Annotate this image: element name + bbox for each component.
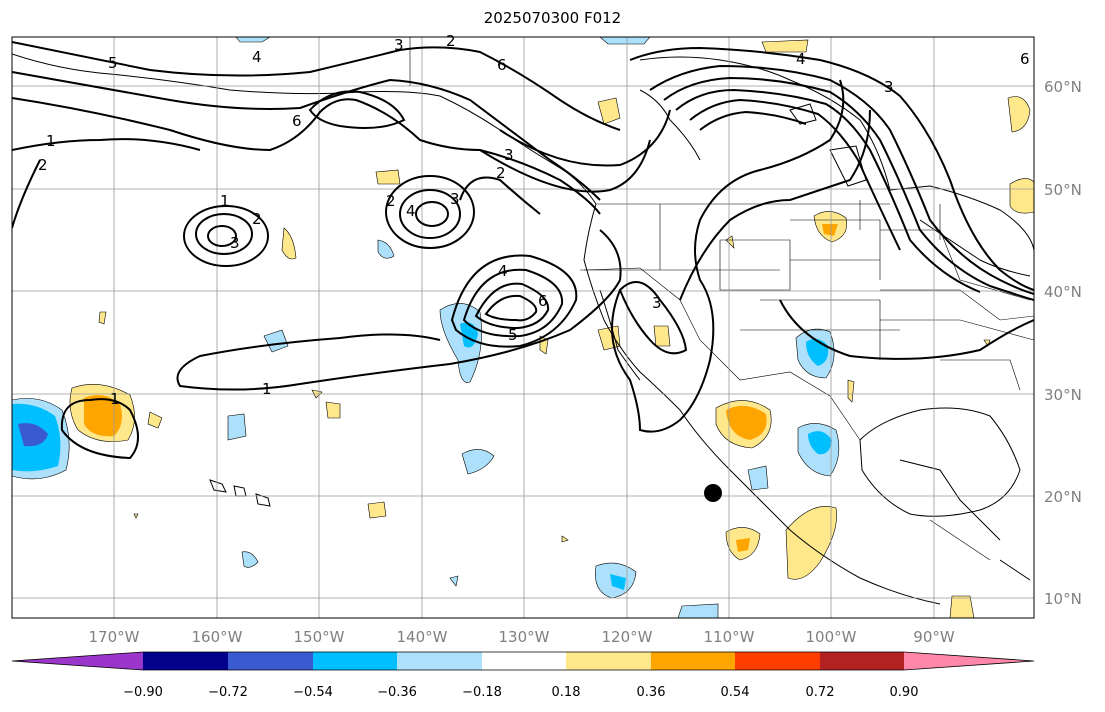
lon-label: 130°W — [499, 628, 550, 646]
contour-label: 6 — [497, 56, 507, 74]
shaded-anomalies — [12, 37, 1034, 618]
coastlines — [12, 53, 1034, 605]
contour-label: 3 — [230, 234, 240, 252]
lon-label: 120°W — [602, 628, 653, 646]
colorbar-tick-label: 0.90 — [890, 685, 919, 700]
colorbar-segment — [313, 652, 397, 670]
map-title: 2025070300 F012 — [483, 9, 622, 27]
colorbar-segment — [482, 652, 566, 670]
contour-label: 5 — [108, 54, 118, 72]
map-frame — [11, 36, 1035, 619]
longitude-labels: 170°W 160°W 150°W 140°W 130°W 120°W 110°… — [89, 628, 955, 646]
lon-label: 170°W — [89, 628, 140, 646]
colorbar-segment — [143, 652, 228, 670]
storm-marker — [704, 484, 722, 502]
lat-label: 30°N — [1044, 386, 1082, 404]
colorbar-extend-max — [904, 652, 1034, 670]
contour-lines — [12, 41, 1034, 460]
contour-label: 6 — [1020, 50, 1030, 68]
contour-label: 1 — [46, 132, 56, 150]
lat-label: 60°N — [1044, 78, 1082, 96]
gridlines — [12, 37, 1034, 618]
colorbar-tick-labels: −0.90 −0.72 −0.54 −0.36 −0.18 0.18 0.36 … — [123, 685, 918, 700]
contour-label: 1 — [262, 380, 272, 398]
lon-label: 140°W — [397, 628, 448, 646]
political-borders — [409, 37, 1034, 561]
contour-label: 5 — [508, 326, 518, 344]
contour-label: 4 — [252, 48, 262, 66]
colorbar-segment — [735, 652, 820, 670]
map-area — [12, 37, 1034, 618]
contour-label: 4 — [498, 262, 508, 280]
colorbar-tick-label: 0.36 — [637, 685, 666, 700]
contour-label-group: 5 3 2 4 6 6 1 2 1 2 3 2 3 4 3 2 4 6 5 1 … — [38, 32, 1030, 408]
colorbar-tick-label: −0.54 — [293, 685, 333, 700]
contour-label: 4 — [406, 202, 416, 220]
colorbar-segment — [651, 652, 735, 670]
colorbar-tick-label: −0.36 — [377, 685, 417, 700]
contour-label: 3 — [394, 36, 404, 54]
lat-label: 40°N — [1044, 283, 1082, 301]
lat-label: 10°N — [1044, 590, 1082, 608]
contour-label: 4 — [796, 50, 806, 68]
colorbar-extend-min — [12, 652, 143, 670]
colorbar — [11, 651, 1035, 671]
lon-label: 110°W — [704, 628, 755, 646]
contour-label: 2 — [38, 156, 48, 174]
colorbar-tick-label: 0.72 — [806, 685, 835, 700]
contour-label: 6 — [538, 292, 548, 310]
latitude-labels: 60°N 50°N 40°N 30°N 20°N 10°N — [1044, 78, 1082, 608]
colorbar-tick-label: −0.18 — [462, 685, 502, 700]
lat-label: 50°N — [1044, 181, 1082, 199]
colorbar-tick-label: −0.90 — [123, 685, 163, 700]
contour-label: 3 — [504, 146, 514, 164]
contour-label: 1 — [110, 390, 120, 408]
contour-label: 1 — [220, 192, 230, 210]
contour-label: 3 — [884, 78, 894, 96]
contour-label: 2 — [496, 164, 506, 182]
colorbar-tick-label: 0.54 — [721, 685, 750, 700]
lon-label: 150°W — [294, 628, 345, 646]
lon-label: 90°W — [913, 628, 955, 646]
contour-label: 3 — [652, 294, 662, 312]
colorbar-segment — [566, 652, 651, 670]
colorbar-tick-label: 0.18 — [552, 685, 581, 700]
lon-label: 100°W — [806, 628, 857, 646]
colorbar-segment — [820, 652, 904, 670]
contour-label: 6 — [292, 112, 302, 130]
lon-label: 160°W — [192, 628, 243, 646]
colorbar-tick-label: −0.72 — [208, 685, 248, 700]
contour-label: 2 — [252, 210, 262, 228]
contour-label: 3 — [450, 190, 460, 208]
contour-label: 2 — [446, 32, 456, 50]
contour-label: 2 — [386, 192, 396, 210]
lat-label: 20°N — [1044, 488, 1082, 506]
colorbar-segment — [228, 652, 313, 670]
colorbar-segment — [397, 652, 482, 670]
